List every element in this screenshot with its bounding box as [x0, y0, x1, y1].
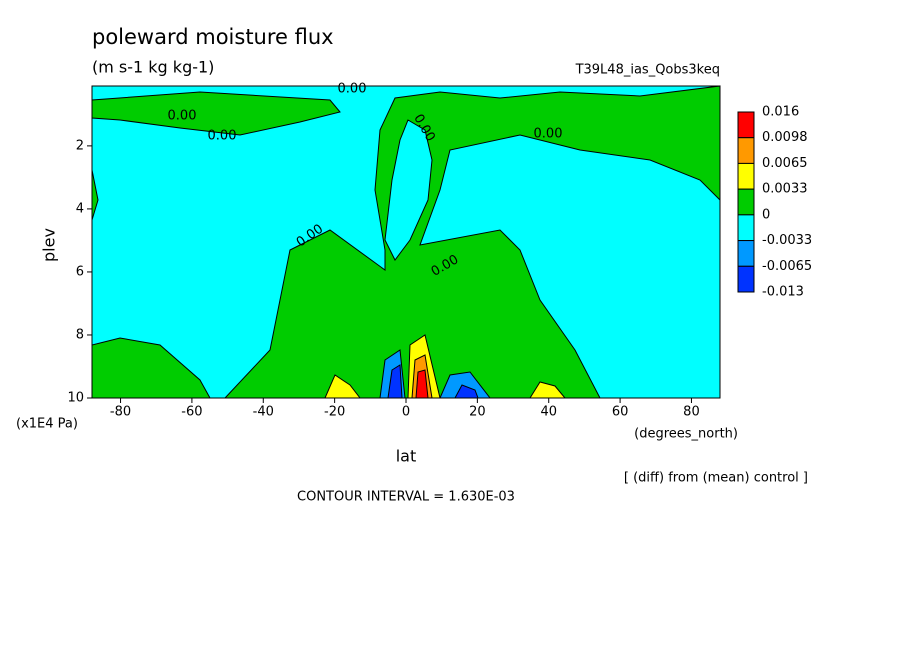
colorbar-box — [737, 137, 755, 164]
colorbar-label: 0.0033 — [762, 182, 808, 197]
chart-subtitle: (m s-1 kg kg-1) — [92, 58, 214, 77]
colorbar-label: -0.0033 — [762, 233, 812, 248]
contour-label: 0.00 — [534, 127, 563, 142]
y-axis-units: (x1E4 Pa) — [16, 417, 78, 432]
y-tick-label: 4 — [76, 201, 84, 216]
y-tick-label: 8 — [76, 327, 84, 342]
contour-region — [91, 91, 341, 136]
colorbar-box — [737, 162, 755, 190]
colorbar-box — [737, 240, 755, 267]
colorbar-label: -0.013 — [762, 285, 804, 300]
x-axis-label: lat — [396, 447, 417, 466]
footnote: [ (diff) from (mean) control ] — [624, 471, 808, 486]
x-tick-label: 20 — [469, 405, 486, 420]
x-tick-label: 40 — [540, 405, 557, 420]
x-tick-label: -40 — [253, 405, 274, 420]
chart-title: poleward moisture flux — [92, 25, 334, 49]
colorbar-label: -0.0065 — [762, 259, 812, 274]
y-axis-label: plev — [40, 228, 59, 262]
x-tick-label: -20 — [324, 405, 345, 420]
contour-interval: CONTOUR INTERVAL = 1.630E-03 — [297, 490, 515, 505]
contour-label: 0.00 — [168, 109, 197, 124]
colorbar-box — [737, 214, 755, 242]
contour-label: 0.00 — [208, 129, 237, 144]
x-tick-label: 60 — [612, 405, 629, 420]
y-tick-label: 10 — [67, 391, 84, 406]
x-axis-units: (degrees_north) — [634, 427, 738, 442]
colorbar-label: 0.0098 — [762, 130, 808, 145]
colorbar-label: 0 — [762, 207, 770, 222]
dataset-label: T39L48_ias_Qobs3keq — [575, 63, 720, 78]
y-tick-label: 2 — [76, 138, 84, 153]
x-tick-label: 0 — [402, 405, 410, 420]
y-tick-label: 6 — [76, 264, 84, 279]
x-tick-label: -60 — [181, 405, 202, 420]
colorbar-label: 0.016 — [762, 105, 799, 120]
contour-region — [384, 119, 433, 261]
colorbar-box — [737, 265, 755, 293]
colorbar-label: 0.0065 — [762, 156, 808, 171]
colorbar-box — [737, 111, 755, 139]
contour-field — [91, 85, 721, 399]
x-tick-label: 80 — [683, 405, 700, 420]
colorbar-box — [737, 188, 755, 216]
x-tick-label: -80 — [110, 405, 131, 420]
contour-label: 0.00 — [338, 82, 367, 97]
